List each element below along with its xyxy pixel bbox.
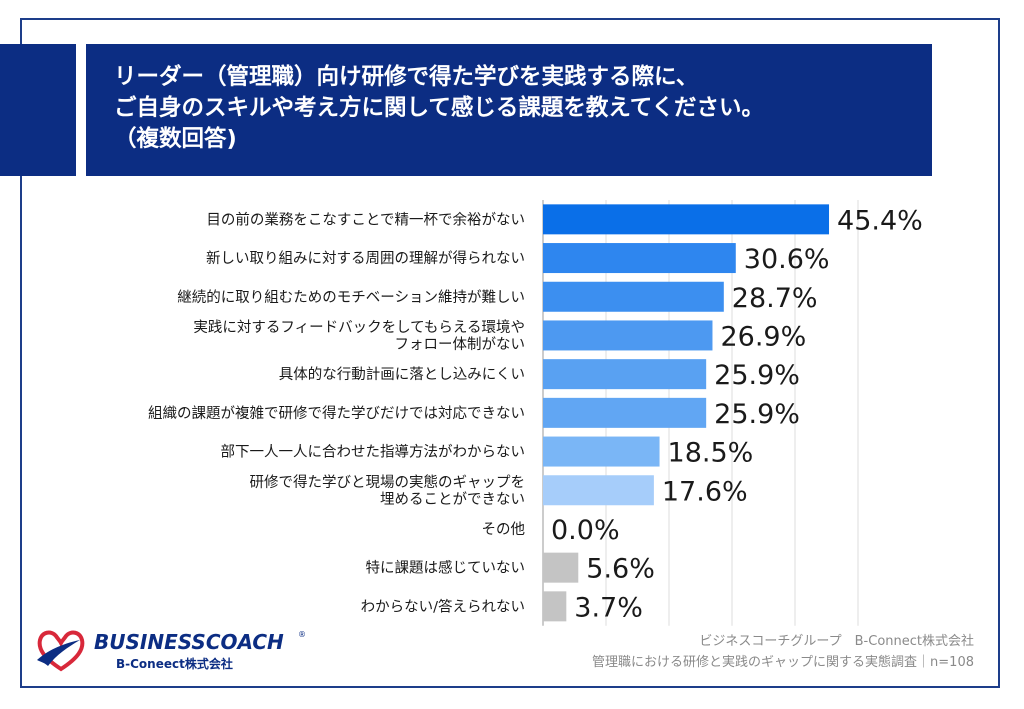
chart-category-label: フォロー体制がない — [395, 336, 526, 353]
chart-category-label: わからない/答えられない — [361, 598, 525, 615]
header-accent-block — [0, 44, 76, 176]
chart-category-label: 部下一人一人に合わせた指導方法がわからない — [221, 444, 526, 461]
chart-data-label: 25.9% — [714, 360, 800, 391]
chart-bar — [543, 552, 579, 583]
chart-bar — [543, 243, 736, 274]
chart-category-label: その他 — [482, 521, 526, 538]
logo-company-name: B-Coneect株式会社 — [116, 656, 233, 671]
chart-data-label: 26.9% — [720, 321, 806, 352]
chart-category-label: 埋めることができない — [380, 491, 525, 508]
chart-category-label: 具体的な行動計画に落とし込みにくい — [279, 366, 525, 383]
chart-bar — [543, 397, 707, 428]
chart-data-label: 45.4% — [837, 205, 923, 236]
chart-category-label: 継続的に取り組むためのモチベーション維持が難しい — [177, 289, 525, 306]
chart-frame — [20, 18, 1000, 688]
chart-category-label: 目の前の業務をこなすことで精一杯で余裕がない — [206, 210, 525, 228]
chart-title: リーダー（管理職）向け研修で得た学びを実践する際に、 ご自身のスキルや考え方に関… — [86, 44, 932, 176]
chart-bar — [543, 475, 654, 506]
company-logo: BUSINESSCOACH ® B-Coneect株式会社 — [37, 630, 306, 672]
chart-data-label: 30.6% — [744, 244, 830, 275]
source-line-2: 管理職における研修と実践のギャップに関する実態調査｜n=108 — [592, 655, 974, 670]
title-line-2: ご自身のスキルや考え方に関して感じる課題を教えてください。 — [114, 95, 765, 121]
chart-bar — [543, 204, 830, 235]
chart-data-label: 28.7% — [732, 283, 818, 314]
chart-category-label: 特に課題は感じていない — [366, 560, 526, 577]
chart-category-label: 組織の課題が複雑で研修で得た学びだけでは対応できない — [148, 405, 525, 422]
chart-data-label: 5.6% — [586, 554, 655, 585]
chart-category-label: 新しい取り組みに対する周囲の理解が得られない — [206, 250, 525, 267]
chart-data-label: 18.5% — [668, 438, 754, 469]
chart-bar — [543, 436, 660, 467]
title-line-1: リーダー（管理職）向け研修で得た学びを実践する際に、 — [114, 64, 699, 90]
chart-category-label: 研修で得た学びと現場の実態のギャップを — [250, 474, 526, 491]
chart-bar — [543, 281, 724, 312]
logo-heart-icon — [37, 630, 85, 672]
chart-data-label: 25.9% — [714, 399, 800, 430]
source-note: ビジネスコーチグループ B-Connect株式会社 管理職における研修と実践のギ… — [592, 631, 974, 673]
chart-labels: 45.4% 目の前の業務をこなすことで精一杯で余裕がない 30.6% 新しい取り組みに… — [148, 205, 923, 623]
source-line-1: ビジネスコーチグループ B-Connect株式会社 — [699, 634, 974, 649]
logo-registered-mark: ® — [298, 630, 306, 639]
chart-data-label: 17.6% — [662, 476, 748, 507]
chart-data-label: 0.0% — [551, 515, 620, 546]
chart-bar — [543, 359, 707, 390]
title-line-3: （複数回答) — [114, 126, 237, 152]
logo-wordmark: BUSINESSCOACH — [94, 630, 284, 654]
chart-category-label: 実践に対するフィードバックをしてもらえる環境や — [193, 318, 525, 336]
chart-data-label: 3.7% — [574, 592, 643, 623]
chart-bars — [543, 204, 830, 622]
chart-bar — [543, 591, 567, 622]
chart-bar — [543, 320, 713, 351]
